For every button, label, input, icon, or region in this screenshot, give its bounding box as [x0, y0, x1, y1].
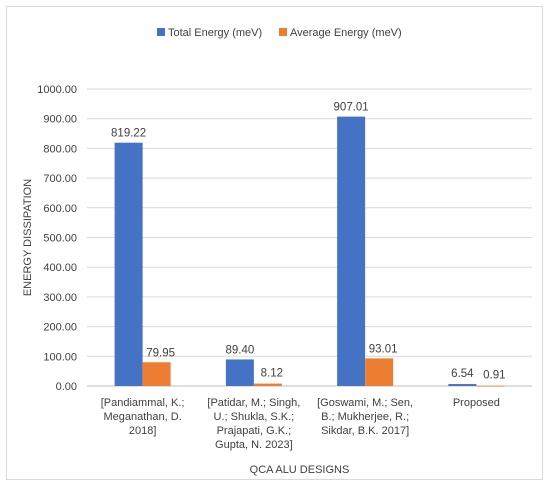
data-label: 79.95	[146, 347, 175, 359]
data-label: 93.01	[369, 343, 398, 355]
y-axis-ticks: 0.00 100.00 200.00 300.00 400.00 500.00 600.00…	[37, 84, 77, 393]
bar-total-3	[337, 116, 366, 386]
y-tick-label: 400.00	[43, 262, 77, 274]
legend-label: Total Energy (meV)	[168, 27, 262, 39]
bar-total-4	[448, 384, 477, 386]
data-labels: 819.22 89.40 907.01 6.54 79.95 8.12 93.01 0.91	[111, 102, 506, 382]
x-category-label: [Pandiammal, K.; Meganathan, D. 2018]	[101, 397, 185, 437]
y-tick-label: 700.00	[43, 173, 77, 185]
bar-average-2	[253, 383, 282, 386]
bars	[114, 116, 505, 387]
data-label: 8.12	[261, 368, 283, 380]
x-axis-categories: [Pandiammal, K.; Meganathan, D. 2018] [Pati…	[101, 397, 500, 451]
data-label: 907.01	[334, 102, 369, 114]
data-label: 6.54	[451, 368, 474, 380]
y-tick-label: 200.00	[43, 322, 77, 334]
bar-chart: Total Energy (meV) Average Energy (meV) 0…	[22, 27, 532, 476]
x-category-label: [Patidar, M.; Singh, U.; Shukla, S.K.; Pra…	[207, 397, 300, 451]
bar-total-1	[114, 142, 143, 386]
bar-average-4	[476, 385, 505, 387]
data-label: 0.91	[483, 370, 505, 382]
legend: Total Energy (meV) Average Energy (meV)	[157, 27, 402, 39]
y-tick-label: 0.00	[56, 381, 77, 393]
data-label: 819.22	[111, 128, 146, 140]
chart-frame: Total Energy (meV) Average Energy (meV) 0…	[6, 6, 543, 480]
gridlines	[87, 88, 532, 387]
y-axis-title: ENERGY DISSIPATION	[22, 179, 34, 296]
bar-average-3	[365, 358, 394, 386]
y-tick-label: 300.00	[43, 292, 77, 304]
y-tick-label: 500.00	[43, 233, 77, 245]
y-tick-label: 800.00	[43, 143, 77, 155]
y-tick-label: 100.00	[43, 351, 77, 363]
legend-label: Average Energy (meV)	[290, 27, 402, 39]
x-category-label: [Goswami, M.; Sen, B.; Mukherjee, R.; Sikd…	[317, 397, 413, 437]
y-tick-label: 1000.00	[37, 84, 77, 96]
legend-swatch-total	[157, 28, 165, 36]
bar-average-1	[142, 362, 171, 386]
x-category-label: Proposed	[453, 397, 500, 409]
x-axis-title: QCA ALU DESIGNS	[250, 464, 350, 476]
bar-total-2	[225, 359, 254, 386]
data-label: 89.40	[225, 344, 254, 356]
y-tick-label: 900.00	[43, 114, 77, 126]
y-tick-label: 600.00	[43, 203, 77, 215]
legend-swatch-average	[279, 28, 287, 36]
